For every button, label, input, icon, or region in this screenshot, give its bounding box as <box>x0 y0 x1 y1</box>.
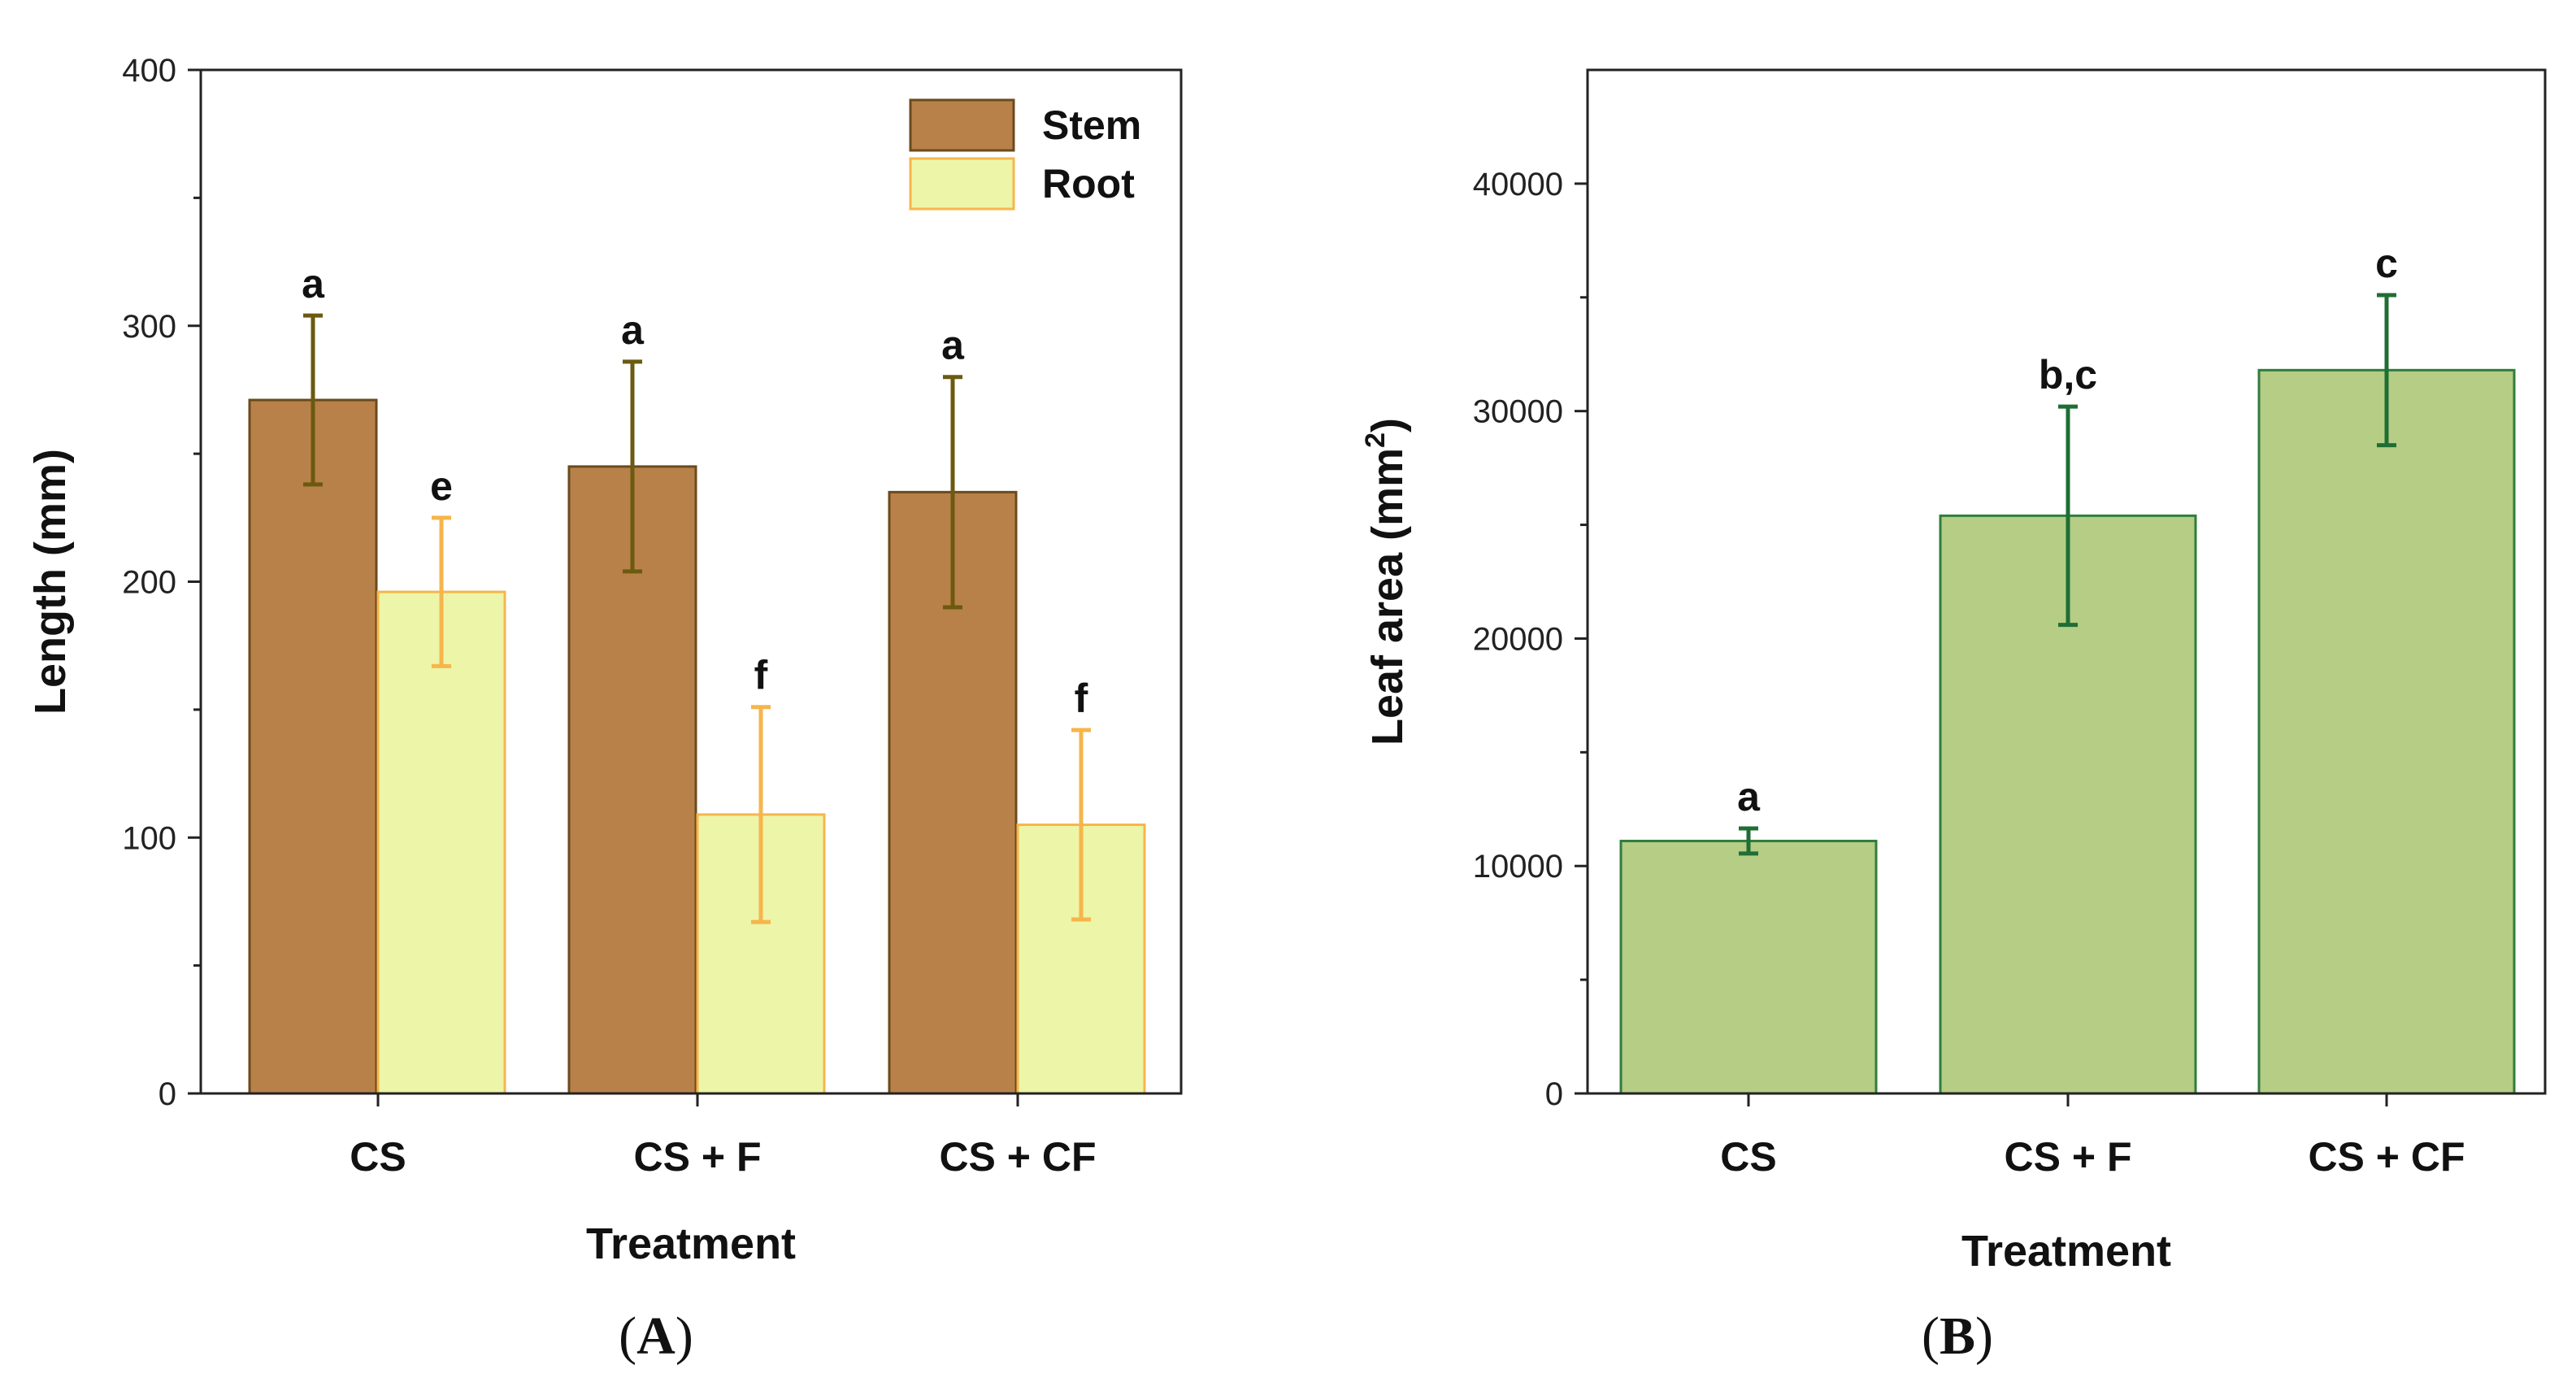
bar-leaf-area-1 <box>1619 839 1878 1095</box>
significance-label: a <box>621 307 645 353</box>
x-tick-label: CS + CF <box>2308 1134 2465 1180</box>
y-axis-title-text: Leaf area (mm <box>1363 448 1412 745</box>
y-axis-title-close: ) <box>1363 418 1412 433</box>
y-tick-label: 20000 <box>1473 621 1563 657</box>
bar-leaf-area-3 <box>2257 368 2516 1095</box>
legend-swatch-root <box>909 157 1015 211</box>
legend-label-stem: Stem <box>1042 102 1141 148</box>
y-tick-label: 10000 <box>1473 849 1563 885</box>
x-tick-label: CS <box>350 1134 406 1180</box>
bar-stem-1 <box>248 398 378 1095</box>
significance-label: c <box>2375 241 2398 286</box>
y-tick-label: 400 <box>122 53 176 89</box>
y-axis-title-superscript: 2 <box>1360 433 1391 448</box>
plot-frame <box>1586 68 2547 1095</box>
panel-label-letter: A <box>636 1306 675 1366</box>
panel-label: (A) <box>619 1306 693 1366</box>
significance-label: f <box>754 653 768 698</box>
x-axis-title: Treatment <box>586 1219 796 1268</box>
y-tick-label: 200 <box>122 565 176 601</box>
x-tick-label: CS + CF <box>939 1134 1096 1180</box>
panel-label-close: ) <box>675 1306 693 1366</box>
panel-label: (B) <box>1922 1306 1993 1366</box>
panel-label-open: ( <box>1922 1306 1940 1366</box>
x-axis-title: Treatment <box>1961 1227 2171 1276</box>
y-tick-label: 40000 <box>1473 167 1563 202</box>
legend-label-root: Root <box>1042 161 1135 206</box>
significance-label: a <box>302 261 325 306</box>
y-tick-label: 30000 <box>1473 394 1563 430</box>
significance-label: a <box>941 323 965 368</box>
panel-label-open: ( <box>619 1306 636 1366</box>
significance-label: a <box>1737 774 1761 819</box>
x-tick-label: CS + F <box>634 1134 762 1180</box>
y-tick-label: 100 <box>122 820 176 856</box>
y-axis-title-text: Length (mm) <box>26 449 75 715</box>
y-axis-title: Length (mm) <box>26 449 75 715</box>
significance-label: b,c <box>2039 352 2097 398</box>
significance-label: e <box>430 463 453 509</box>
chart-a: a a a e f f 0 100 200 300 400 CS CS + F CS + CF Treatm… <box>26 53 1183 1366</box>
panel-label-close: ) <box>1975 1306 1993 1366</box>
significance-label: f <box>1075 676 1088 721</box>
y-axis-title: Leaf area (mm2) <box>1360 418 1412 745</box>
x-tick-label: CS <box>1720 1134 1776 1180</box>
panel-label-letter: B <box>1940 1306 1975 1366</box>
y-tick-label: 0 <box>1545 1076 1563 1112</box>
legend-swatch-stem <box>909 98 1015 152</box>
y-tick-label: 300 <box>122 309 176 345</box>
x-tick-label: CS + F <box>2005 1134 2132 1180</box>
chart-b: a b,c c 0 10000 20000 30000 40000 CS CS + F CS + C… <box>1360 68 2547 1366</box>
y-tick-label: 0 <box>159 1076 176 1112</box>
